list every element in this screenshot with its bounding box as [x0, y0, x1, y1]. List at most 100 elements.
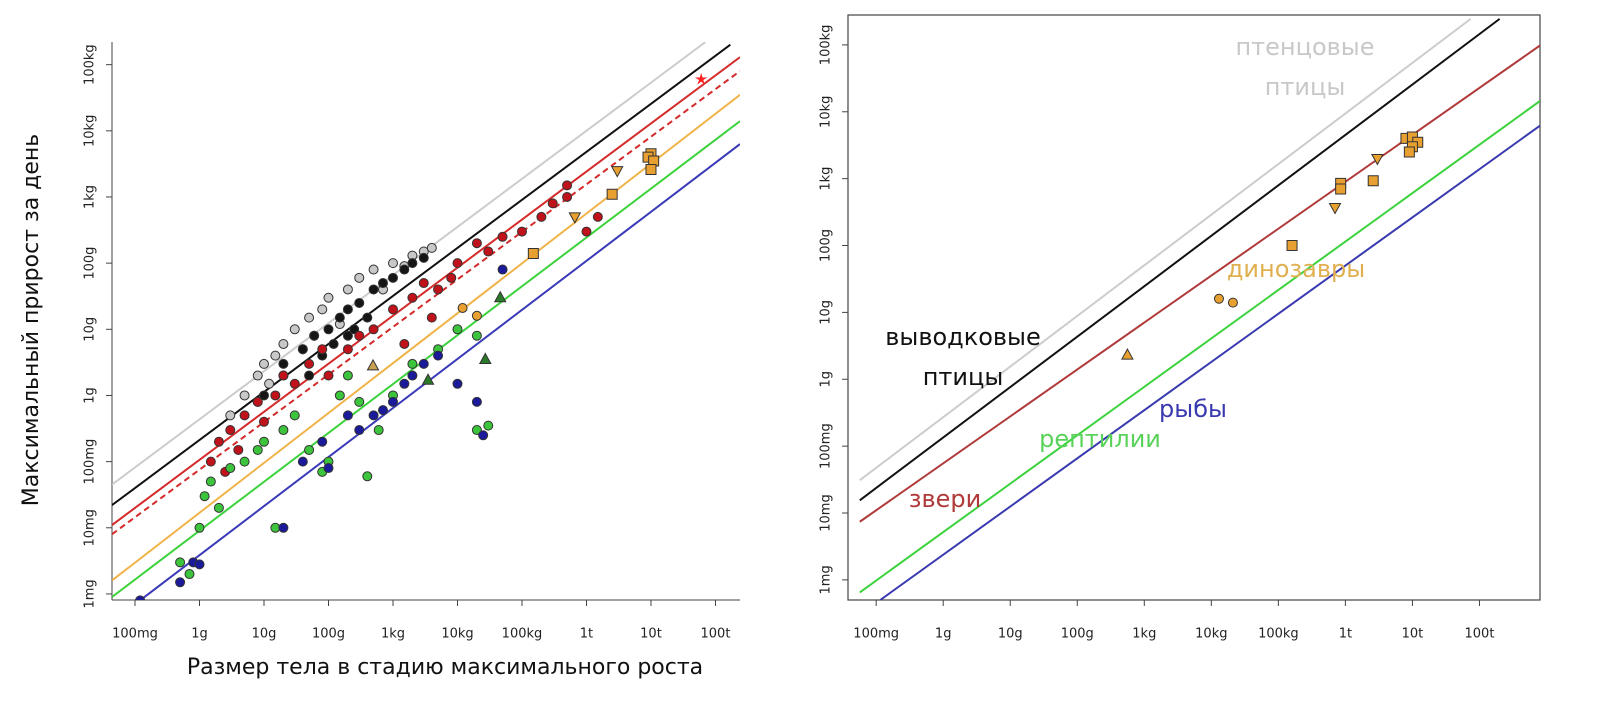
point — [278, 425, 289, 436]
x-axis-title: Размер тела в стадию максимального роста — [187, 655, 703, 680]
fit-line — [879, 124, 1540, 600]
point — [323, 292, 334, 303]
y-tick-label: 1g — [819, 371, 834, 388]
point — [264, 378, 275, 389]
y-tick-label: 10g — [83, 317, 98, 342]
point — [278, 358, 289, 369]
point — [648, 155, 660, 167]
point — [362, 312, 373, 323]
x-tick-label: 10g — [998, 627, 1023, 642]
point — [366, 358, 380, 371]
point — [278, 370, 289, 381]
point — [446, 272, 457, 283]
y-axis-title: Максимальный прирост за день — [19, 134, 44, 507]
point — [407, 358, 418, 369]
point — [483, 420, 494, 431]
fit-line — [859, 18, 1501, 502]
point — [407, 292, 418, 303]
point — [270, 390, 281, 401]
point — [334, 390, 345, 401]
x-tick-label: 10t — [1402, 627, 1424, 642]
point — [297, 456, 308, 467]
point — [426, 312, 437, 323]
annotation: выводковые — [885, 323, 1041, 351]
point — [334, 312, 345, 323]
y-tick-label: 1kg — [819, 167, 834, 191]
point — [399, 338, 410, 349]
point — [342, 330, 353, 341]
point — [373, 425, 384, 436]
y-tick-label: 10g — [819, 300, 834, 325]
point — [426, 242, 437, 253]
point — [368, 324, 379, 335]
point — [418, 278, 429, 289]
point — [610, 166, 624, 178]
y-tick-label: 10mg — [83, 509, 98, 546]
point — [362, 471, 373, 482]
fit-line — [859, 100, 1540, 594]
point — [516, 226, 527, 237]
y-tick-label: 1g — [83, 387, 98, 404]
point — [387, 272, 398, 283]
y-tick-label: 100mg — [83, 439, 98, 485]
point — [354, 396, 365, 407]
point — [258, 436, 269, 447]
point — [354, 425, 365, 436]
point — [368, 264, 379, 275]
point — [1328, 203, 1342, 215]
point — [342, 284, 353, 295]
point — [304, 370, 315, 381]
point — [562, 191, 573, 202]
fit-line — [112, 120, 740, 598]
point — [562, 180, 573, 191]
point — [433, 284, 444, 295]
point — [194, 559, 205, 570]
y-tick-label: 1mg — [819, 565, 834, 594]
point — [368, 410, 379, 421]
point — [527, 247, 539, 259]
point — [399, 378, 410, 389]
x-tick-label: 100kg — [1258, 627, 1299, 642]
x-tick-label: 1t — [580, 627, 593, 642]
point — [278, 522, 289, 533]
fit-line — [112, 56, 740, 526]
x-tick-label: 1g — [191, 627, 208, 642]
point — [471, 330, 482, 341]
point — [184, 569, 195, 580]
point — [377, 278, 388, 289]
x-tick-label: 100g — [1061, 627, 1094, 642]
point — [270, 350, 281, 361]
point — [354, 272, 365, 283]
point — [258, 390, 269, 401]
y-tick-label: 10kg — [83, 115, 98, 147]
point — [342, 370, 353, 381]
point — [252, 444, 263, 455]
point — [342, 410, 353, 421]
point — [478, 352, 492, 364]
point — [1335, 183, 1347, 195]
point — [387, 396, 398, 407]
x-tick-label: 10kg — [441, 627, 473, 642]
point — [239, 456, 250, 467]
point — [452, 378, 463, 389]
panel: 100mg 1g 10g 100g 1kg 10kg 100kg 1t 10t 100t 1mg 10… — [819, 14, 1541, 642]
point — [328, 338, 339, 349]
point — [317, 304, 328, 315]
point — [199, 491, 210, 502]
annotation: птицы — [923, 363, 1004, 391]
point — [452, 324, 463, 335]
point — [354, 297, 365, 308]
y-tick-label: 100kg — [83, 44, 98, 85]
point — [349, 324, 360, 335]
point — [1121, 348, 1134, 360]
point — [252, 396, 263, 407]
annotation: птенцовые — [1235, 33, 1374, 61]
point — [1403, 146, 1415, 158]
point — [258, 416, 269, 427]
annotation: динозавры — [1227, 255, 1365, 283]
point — [368, 284, 379, 295]
point — [225, 410, 236, 421]
point — [387, 258, 398, 269]
point — [213, 436, 224, 447]
point — [606, 188, 618, 200]
